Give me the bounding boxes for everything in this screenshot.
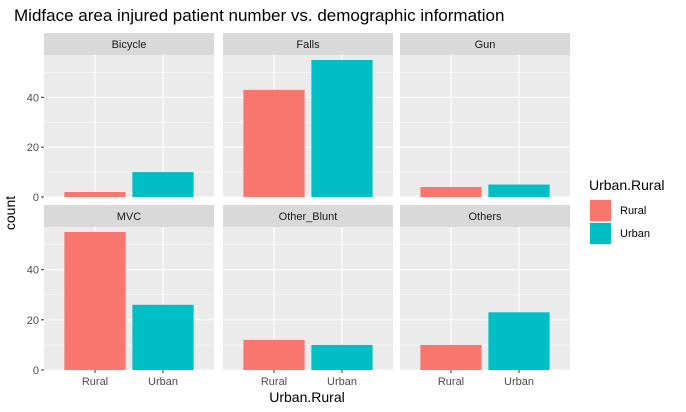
facet-strip-label: Others	[468, 211, 502, 223]
bar-urban	[311, 344, 373, 370]
x-axis-title: Urban.Rural	[269, 389, 344, 405]
legend-label: Rural	[620, 205, 646, 217]
y-tick-label: 0	[33, 365, 39, 377]
x-tick-label: Urban	[504, 376, 534, 388]
facet-mvc: MVC 0 20 40 Rural Urban	[27, 205, 214, 388]
x-tick-label: Rural	[82, 376, 108, 388]
chart-title: Midface area injured patient number vs. …	[14, 6, 504, 25]
bar-rural	[243, 339, 305, 370]
facet-strip-label: Bicycle	[112, 39, 147, 51]
facet-strip	[223, 33, 393, 55]
y-tick-label: 40	[27, 265, 39, 277]
x-tick-label: Urban	[148, 376, 178, 388]
bar-rural	[420, 344, 482, 370]
facet-strip-label: MVC	[117, 211, 142, 223]
x-tick-label: Rural	[261, 376, 287, 388]
facet-strip	[44, 33, 214, 55]
facet-strip	[223, 205, 393, 227]
facet-strip-label: Gun	[475, 39, 496, 51]
bar-urban	[132, 172, 194, 197]
facet-strip	[44, 205, 214, 227]
legend: Urban.Rural Rural Urban	[589, 177, 664, 245]
facet-strip	[400, 33, 570, 55]
facet-other-blunt: Other_Blunt Rural Urban	[223, 205, 393, 388]
x-tick-label: Urban	[327, 376, 357, 388]
y-tick-label: 20	[27, 142, 39, 154]
y-tick-label: 40	[27, 92, 39, 104]
legend-items: Rural Urban	[589, 199, 650, 245]
bar-urban	[311, 59, 373, 198]
facet-gun: Gun	[400, 33, 570, 198]
facet-others: Others Rural Urban	[400, 205, 570, 388]
facet-falls: Falls	[223, 33, 393, 198]
legend-swatch-rural	[590, 200, 611, 221]
y-tick-label: 20	[27, 315, 39, 327]
bar-urban	[488, 184, 550, 197]
x-tick-label: Rural	[438, 376, 464, 388]
facet-strip	[400, 205, 570, 227]
facet-bicycle: Bicycle 0 20 40	[27, 33, 214, 204]
y-tick-label: 0	[33, 192, 39, 204]
legend-title: Urban.Rural	[589, 177, 664, 193]
bar-rural	[420, 187, 482, 197]
bar-urban	[488, 312, 550, 370]
bar-rural	[64, 232, 126, 370]
bar-rural	[243, 89, 305, 197]
facet-strip-label: Other_Blunt	[279, 211, 338, 223]
legend-label: Urban	[620, 228, 650, 240]
y-axis-title: count	[2, 196, 18, 230]
bar-urban	[132, 304, 194, 370]
facet-strip-label: Falls	[296, 39, 320, 51]
legend-swatch-urban	[590, 223, 611, 244]
bar-rural	[64, 192, 126, 197]
panel-background	[400, 55, 570, 197]
